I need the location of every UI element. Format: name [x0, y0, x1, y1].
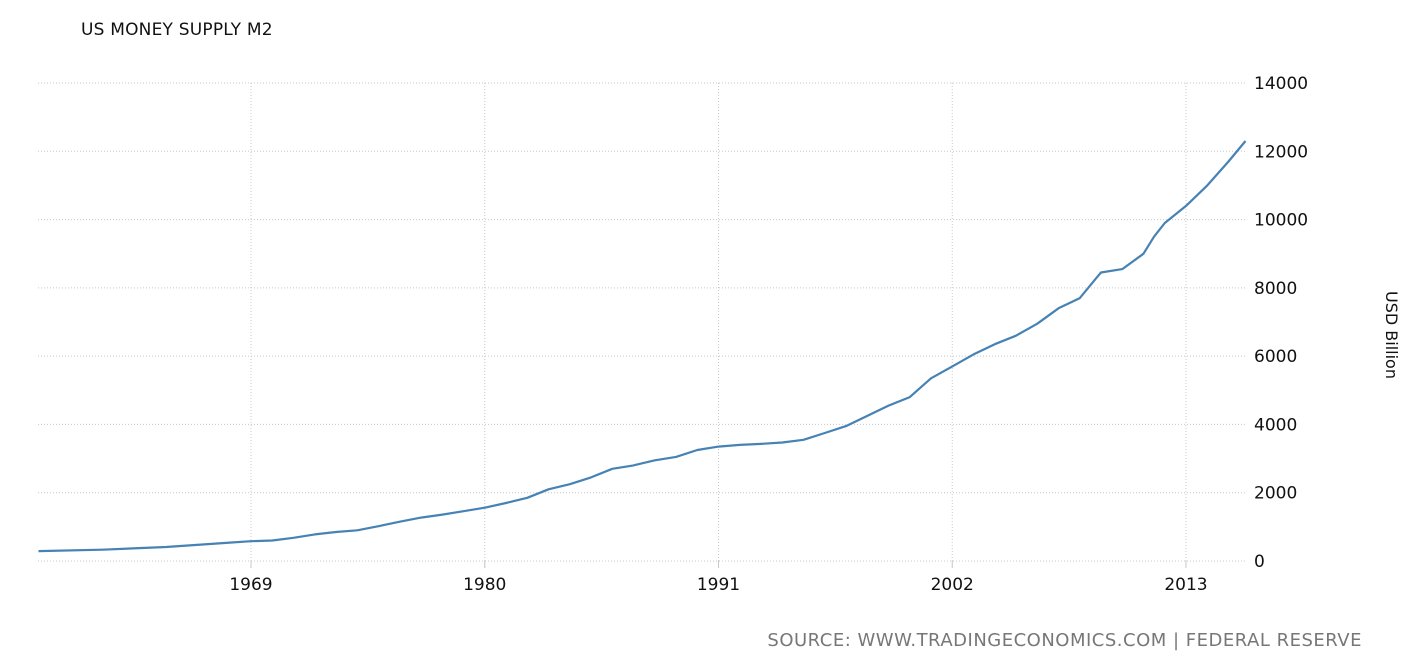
series-line: [38, 140, 1247, 553]
grid-lines: [38, 82, 1246, 567]
x-tick-label: 1969: [229, 575, 272, 595]
y-tick-label: 6000: [1254, 347, 1297, 367]
y-tick-label: 0: [1254, 552, 1265, 572]
y-tick-label: 12000: [1254, 142, 1308, 162]
chart-title: US MONEY SUPPLY M2: [81, 20, 273, 40]
y-tick-label: 8000: [1254, 279, 1297, 299]
x-axis-ticks: 1969 1980 1991 2002 2013: [229, 561, 1208, 595]
y-tick-label: 4000: [1254, 415, 1297, 435]
y-axis-ticks: 0 2000 4000 6000 8000 10000 12000 14000: [1254, 74, 1308, 572]
x-tick-label: 1980: [463, 575, 506, 595]
x-tick-label: 1991: [697, 575, 740, 595]
x-tick-label: 2013: [1164, 575, 1207, 595]
y-tick-label: 10000: [1254, 211, 1308, 231]
y-axis-label: USD Billion: [1382, 291, 1401, 379]
y-tick-label: 14000: [1254, 74, 1308, 94]
y-tick-label: 2000: [1254, 484, 1297, 504]
x-tick-label: 2002: [931, 575, 974, 595]
source-attribution: SOURCE: WWW.TRADINGECONOMICS.COM | FEDER…: [767, 630, 1362, 651]
